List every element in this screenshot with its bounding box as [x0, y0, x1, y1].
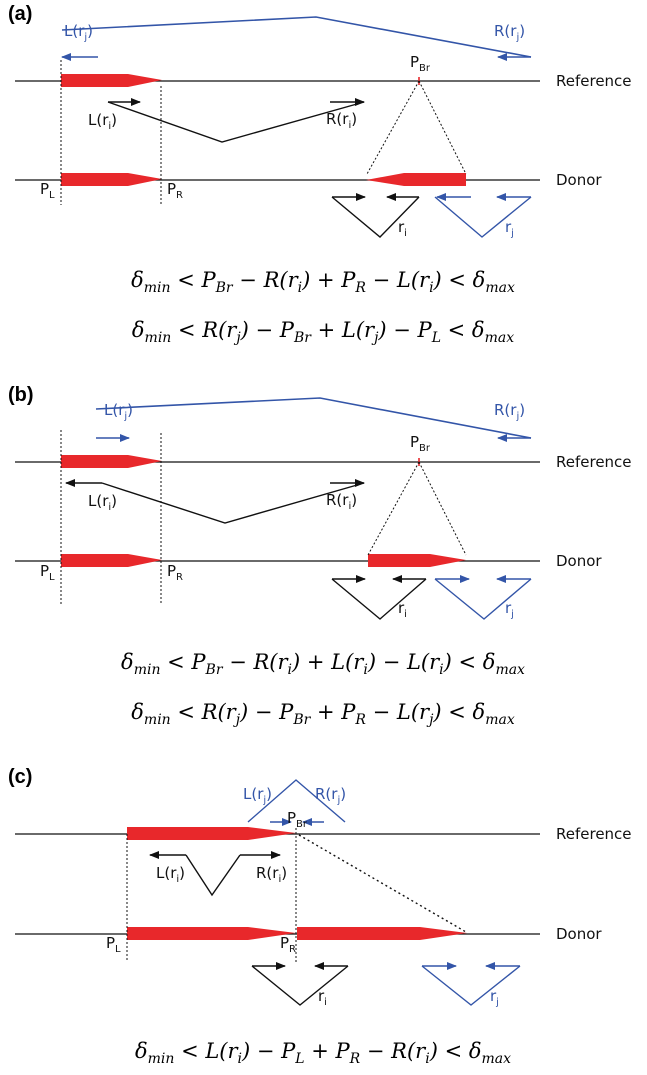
label-rri: R(ri)	[256, 864, 287, 885]
label-pbr: PBr	[410, 433, 431, 454]
panel-b: (b) L(rj) R(rj) Reference PBr L(ri) R(ri…	[8, 384, 632, 728]
donor-label: Donor	[556, 552, 602, 570]
read-pair-ri-link	[101, 482, 365, 524]
label-lri: L(ri)	[156, 864, 185, 885]
reference-segment-arrow	[61, 455, 162, 468]
reference-label: Reference	[556, 72, 632, 90]
label-pr: PR	[167, 562, 183, 583]
equation-1: δmin < PBr − R(ri) + L(ri) − L(ri) < δma…	[121, 650, 525, 678]
equation-1: δmin < L(ri) − PL + PR − R(ri) < δmax	[135, 1039, 511, 1067]
label-rri: R(ri)	[326, 491, 357, 512]
reference-segment-arrow	[61, 74, 162, 87]
donor-segment-arrow	[61, 554, 162, 567]
read-pair-ri-donor-link	[331, 578, 427, 620]
label-lrj: L(rj)	[64, 22, 93, 43]
label-pr: PR	[167, 180, 183, 201]
label-ri: ri	[398, 599, 407, 620]
label-pl: PL	[40, 180, 55, 201]
duplication-guide	[298, 834, 467, 933]
label-rrj: R(rj)	[315, 785, 346, 806]
label-pbr: PBr	[287, 809, 308, 830]
panel-label: (a)	[8, 3, 32, 25]
read-pair-rj-donor-link	[434, 578, 532, 620]
insertion-guide-left	[366, 80, 420, 175]
label-lrj: L(rj)	[104, 401, 133, 422]
label-lri: L(ri)	[88, 111, 117, 132]
equation-2: δmin < R(rj) − PBr + PR − L(rj) < δmax	[131, 700, 515, 728]
reference-label: Reference	[556, 825, 632, 843]
panel-a: (a) L(rj) R(rj) Reference PBr L(ri) R(ri…	[8, 3, 632, 346]
label-rj: rj	[505, 218, 514, 239]
inserted-segment-arrow	[368, 554, 466, 567]
label-rrj: R(rj)	[494, 401, 525, 422]
read-pair-rj-link	[61, 16, 532, 58]
label-rj: rj	[505, 599, 514, 620]
equation-2: δmin < R(rj) − PBr + L(rj) − PL < δmax	[132, 318, 514, 346]
insertion-guide-right	[418, 80, 467, 175]
read-pair-ri-donor-link	[251, 965, 349, 1006]
donor-segment-arrow	[61, 173, 162, 186]
insertion-guide-left	[367, 461, 420, 556]
label-rri: R(ri)	[326, 110, 357, 131]
equation-1: δmin < PBr − R(ri) + PR − L(ri) < δmax	[131, 268, 515, 296]
label-ri: ri	[398, 218, 407, 239]
read-pair-ri-donor-link	[331, 196, 420, 238]
label-pr: PR	[280, 934, 296, 955]
label-rrj: R(rj)	[494, 22, 525, 43]
label-rj: rj	[490, 987, 499, 1008]
label-lri: L(ri)	[88, 492, 117, 513]
read-pair-rj-link	[247, 779, 346, 823]
duplicated-segment-arrow	[297, 927, 467, 940]
read-pair-rj-link	[95, 397, 532, 439]
insertion-guide-right	[418, 461, 467, 556]
reference-label: Reference	[556, 453, 632, 471]
read-pair-ri-link	[107, 101, 365, 143]
reference-segment-arrow	[127, 827, 296, 840]
label-pbr: PBr	[410, 53, 431, 74]
panel-label: (b)	[8, 384, 34, 406]
read-pair-rj-donor-link	[434, 196, 532, 238]
donor-segment-arrow	[127, 927, 296, 940]
label-pl: PL	[40, 562, 55, 583]
label-pl: PL	[106, 934, 121, 955]
read-pair-ri-link	[185, 854, 241, 897]
donor-label: Donor	[556, 925, 602, 943]
label-lrj: L(rj)	[243, 785, 272, 806]
panel-label: (c)	[8, 766, 32, 788]
inserted-segment-arrow	[366, 173, 466, 186]
donor-label: Donor	[556, 171, 602, 189]
read-pair-rj-donor-link	[421, 965, 521, 1006]
panel-c: (c) L(rj) R(rj) PBr Reference L(ri) R(ri…	[8, 766, 632, 1067]
label-ri: ri	[318, 987, 327, 1008]
